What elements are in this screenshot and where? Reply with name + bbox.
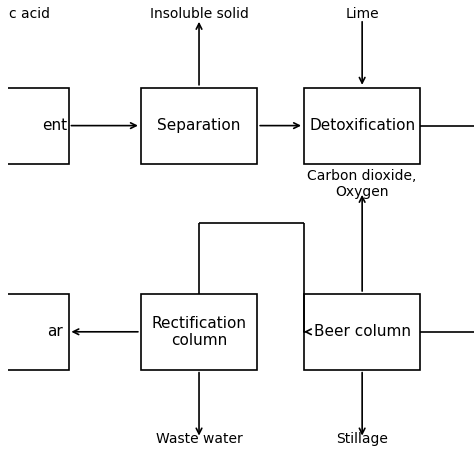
- Text: Separation: Separation: [157, 118, 241, 133]
- Text: Detoxification: Detoxification: [309, 118, 415, 133]
- FancyBboxPatch shape: [3, 294, 69, 370]
- Text: Waste water: Waste water: [155, 431, 242, 446]
- Text: Stillage: Stillage: [336, 431, 388, 446]
- FancyBboxPatch shape: [141, 294, 257, 370]
- Text: Beer column: Beer column: [314, 324, 410, 339]
- Text: ent: ent: [42, 118, 67, 133]
- Text: Carbon dioxide,
Oxygen: Carbon dioxide, Oxygen: [308, 169, 417, 199]
- Text: c acid: c acid: [9, 7, 50, 21]
- FancyBboxPatch shape: [304, 88, 420, 164]
- Text: Lime: Lime: [346, 7, 379, 21]
- FancyBboxPatch shape: [141, 88, 257, 164]
- Text: Rectification
column: Rectification column: [152, 316, 246, 348]
- FancyBboxPatch shape: [304, 294, 420, 370]
- FancyBboxPatch shape: [3, 88, 69, 164]
- Text: Insoluble solid: Insoluble solid: [150, 7, 248, 21]
- Text: ar: ar: [46, 324, 63, 339]
